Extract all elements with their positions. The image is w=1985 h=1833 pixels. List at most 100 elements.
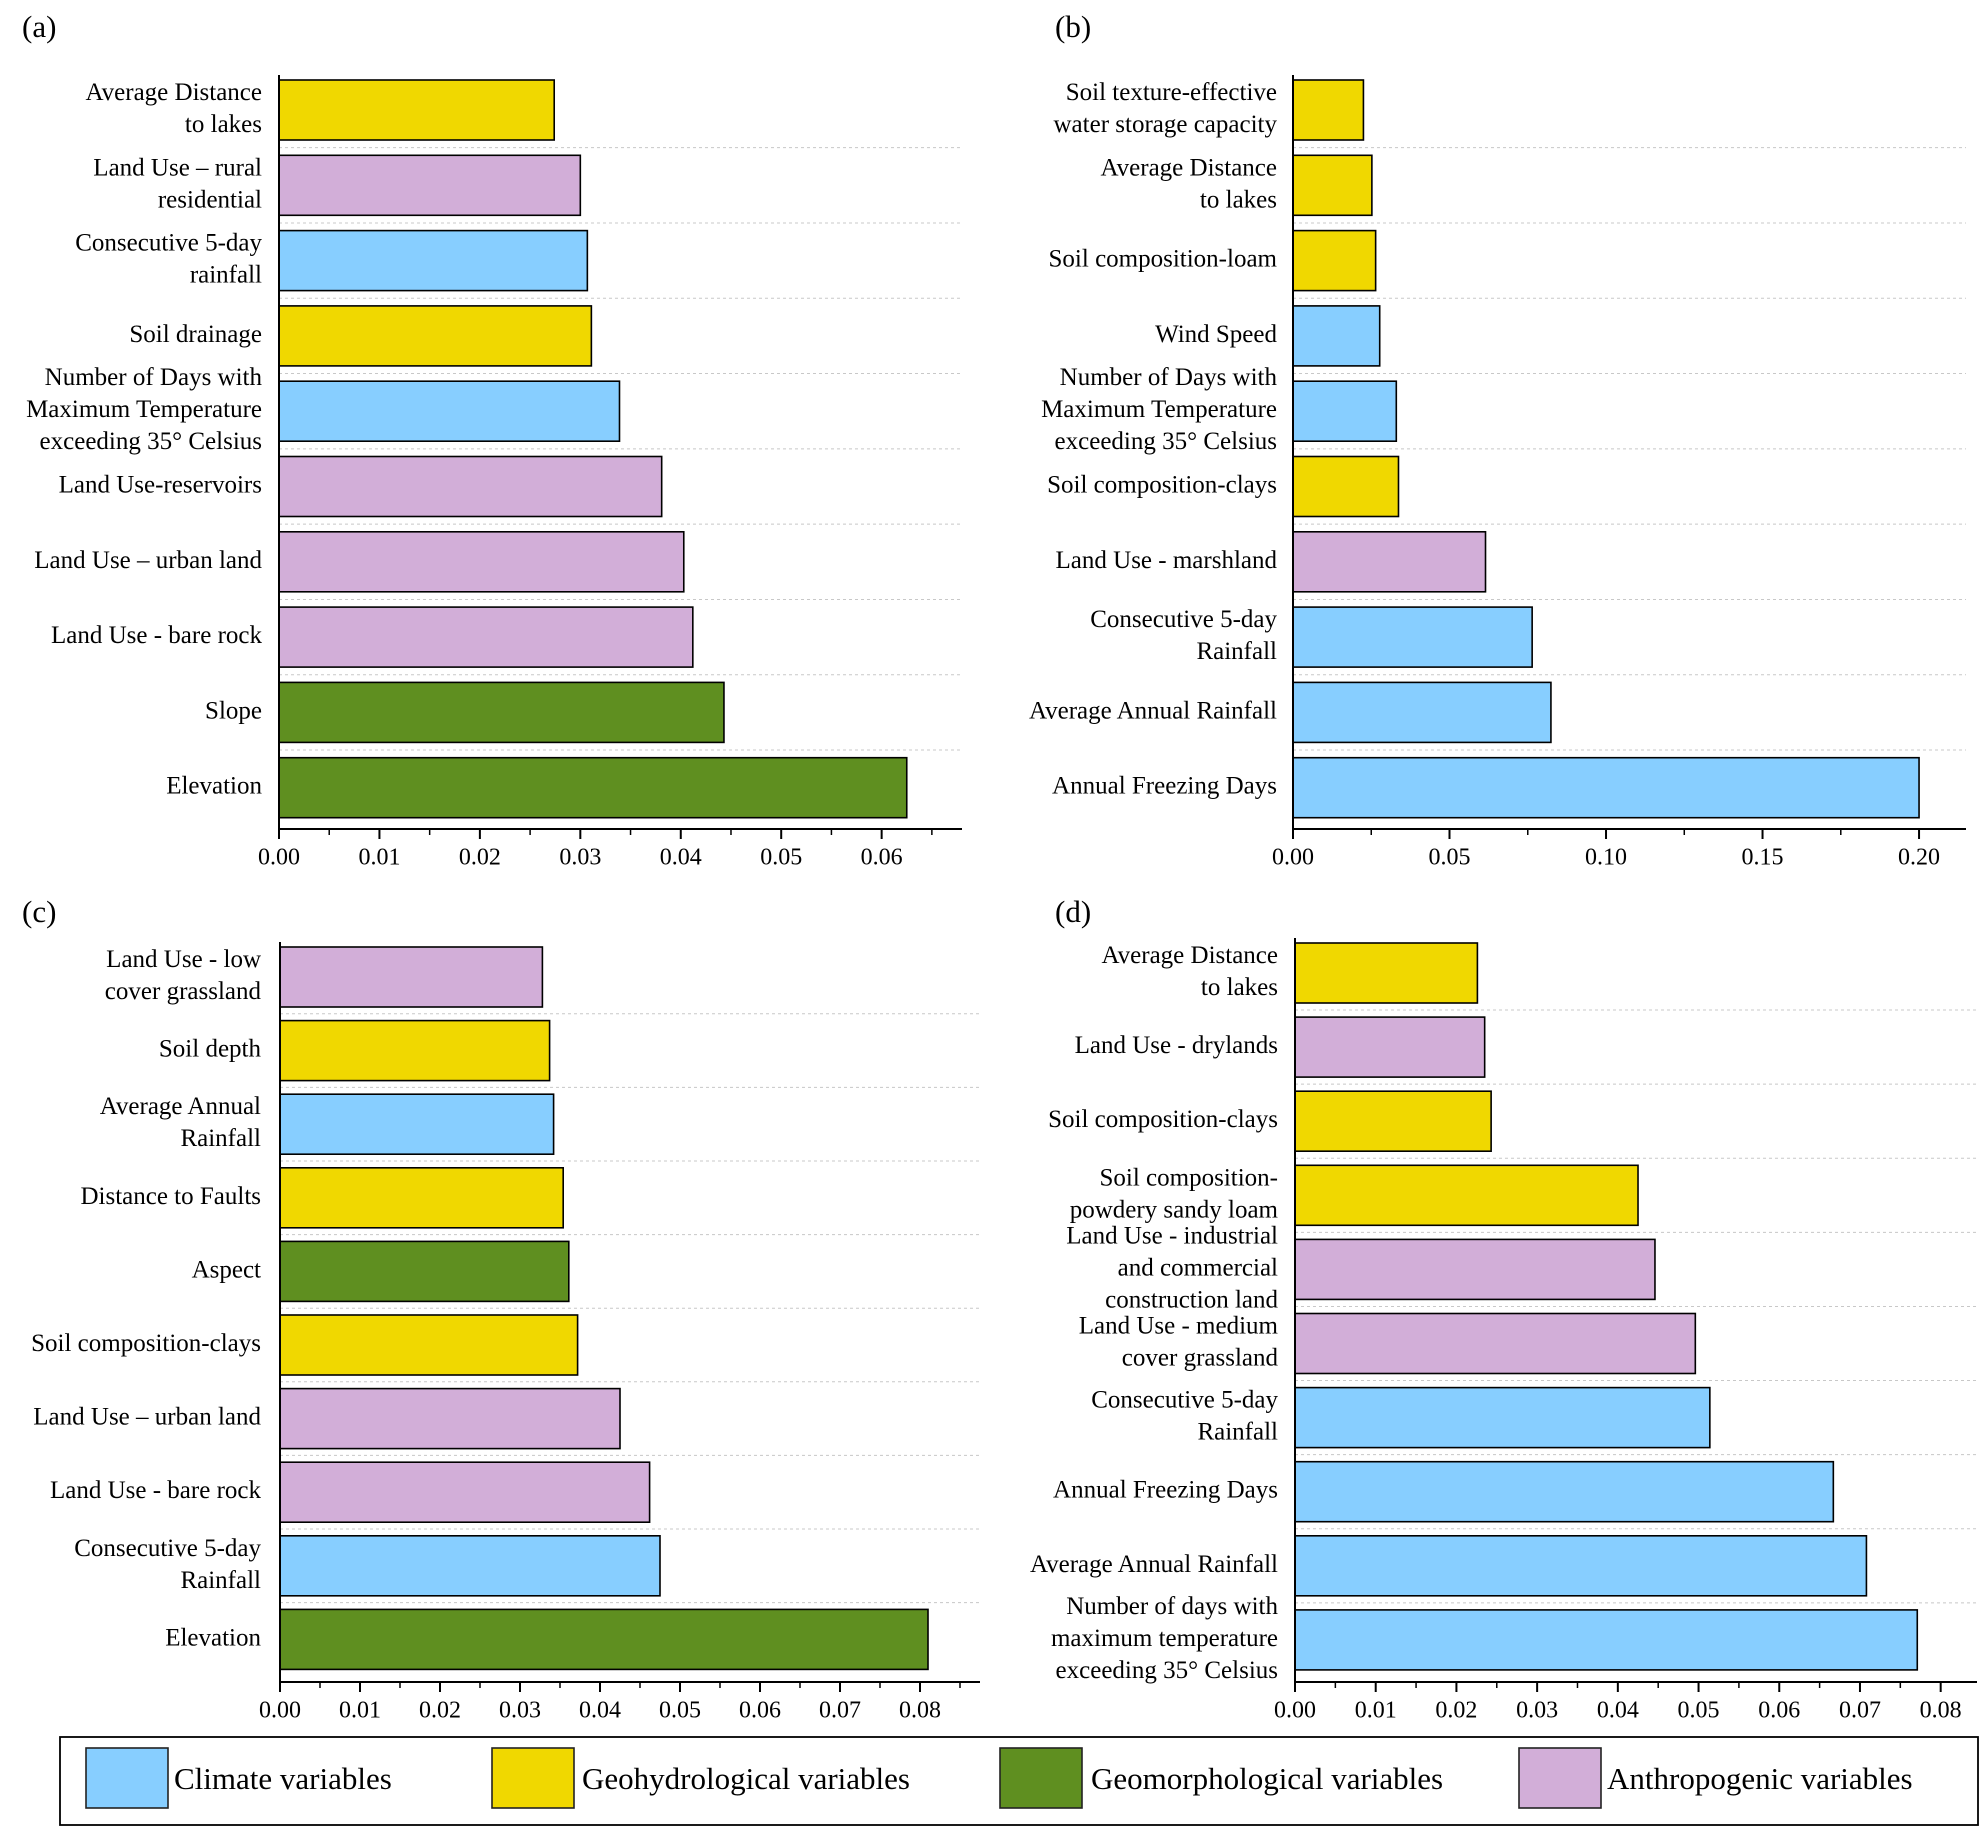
x-tick-label: 0.05 — [1678, 1698, 1720, 1724]
x-tick-label: 0.15 — [1742, 845, 1784, 871]
bar-label: Land Use - medium cover grassland — [1079, 1312, 1279, 1371]
legend-label-climate: Climate variables — [174, 1761, 392, 1796]
bar — [279, 946, 544, 1008]
bar — [1292, 79, 1365, 141]
bar-label: Soil composition-clays — [31, 1330, 261, 1357]
x-tick-label: 0.06 — [861, 845, 903, 871]
bar-label-line: Elevation — [165, 1624, 261, 1651]
x-tick-label: 0.06 — [1758, 1698, 1800, 1724]
bar — [278, 681, 725, 744]
bar-label-line: Soil composition-clays — [1047, 471, 1277, 498]
x-tick-label: 0.06 — [739, 1698, 781, 1724]
bar-label: Number of Days with Maximum Temperature ex… — [1041, 364, 1277, 455]
bar — [1292, 305, 1381, 367]
bar-label: Soil composition-clays — [1048, 1106, 1278, 1133]
bar — [278, 79, 556, 141]
bar — [1292, 756, 1920, 819]
bar-label-line: exceeding 35° Celsius — [1056, 1657, 1278, 1684]
bar-label: Consecutive 5-day Rainfall — [1090, 606, 1277, 665]
bar-label: Elevation — [165, 1624, 261, 1651]
bar-label-line: Average Annual Rainfall — [1030, 1551, 1278, 1578]
bar-label-line: Soil composition-loam — [1049, 245, 1278, 272]
bar-label-line: Soil composition-clays — [1048, 1106, 1278, 1133]
bar-label-line: Number of Days with — [45, 364, 263, 391]
x-tick-label: 0.20 — [1898, 845, 1940, 871]
bar — [279, 1167, 565, 1229]
panel-c-chart: (c) Land Use - low cover grassland Soil dep… — [22, 894, 980, 1724]
x-tick-label: 0.05 — [659, 1698, 701, 1724]
bar-label-line: Distance to Faults — [80, 1183, 261, 1210]
bar — [279, 1240, 570, 1303]
x-tick-label: 0.08 — [899, 1698, 941, 1724]
bar-label: Distance to Faults — [80, 1183, 261, 1210]
legend-label-geomorph: Geomorphological variables — [1091, 1761, 1443, 1796]
bar-label-line: Elevation — [166, 772, 262, 799]
bar-label: Average Distance to lakes — [85, 79, 262, 138]
bar — [1294, 1238, 1656, 1301]
bar — [279, 1093, 555, 1155]
bar-label: Aspect — [192, 1256, 261, 1283]
bar-label-line: Land Use-reservoirs — [59, 471, 262, 498]
bar — [278, 305, 593, 367]
bar-label-line: Wind Speed — [1155, 321, 1277, 348]
bar-label-line: Annual Freezing Days — [1053, 1476, 1278, 1503]
bar-label-line: Rainfall — [1196, 638, 1277, 665]
bar-label: Average Distance to lakes — [1100, 154, 1277, 213]
bar-label-line: Land Use - bare rock — [51, 622, 263, 649]
bar — [1294, 1090, 1492, 1152]
x-tick-label: 0.04 — [1597, 1698, 1639, 1724]
bar-label-line: Land Use - drylands — [1075, 1032, 1278, 1059]
x-tick-label: 0.00 — [1272, 845, 1314, 871]
x-tick-label: 0.03 — [499, 1698, 541, 1724]
bar-label-line: powdery sandy loam — [1070, 1196, 1279, 1223]
panel-a-chart: (a) Average Distance to lakes Land Use – ru… — [22, 9, 962, 871]
bar-label: Soil composition-powdery sandy loam — [1070, 1164, 1279, 1223]
bar — [1294, 1386, 1711, 1449]
bar-label-line: Number of Days with — [1060, 364, 1278, 391]
bar-label-line: Land Use - bare rock — [50, 1477, 262, 1504]
bar-label-line: maximum temperature — [1051, 1625, 1278, 1652]
panel-label: (a) — [22, 9, 56, 44]
bar-label: Land Use - industrial and commercial const… — [1066, 1222, 1278, 1313]
bar — [1294, 1609, 1919, 1671]
x-tick-label: 0.07 — [819, 1698, 861, 1724]
bar-label-line: Aspect — [192, 1256, 261, 1283]
x-tick-label: 0.03 — [559, 845, 601, 871]
bar — [1294, 942, 1479, 1004]
bar — [279, 1314, 579, 1376]
bar-label-line: Land Use - marshland — [1056, 547, 1278, 574]
bar-label-line: Average Distance — [1101, 942, 1278, 969]
bar-label-line: exceeding 35° Celsius — [40, 428, 262, 455]
bar-label-line: Number of days with — [1066, 1593, 1278, 1620]
panel-d-chart: (d) Average Distance to lakes Land Use - dr… — [1030, 894, 1977, 1724]
x-tick-label: 0.01 — [339, 1698, 381, 1724]
panel-label: (d) — [1055, 894, 1091, 929]
bar-label-line: water storage capacity — [1054, 111, 1278, 138]
bar — [1292, 455, 1400, 518]
x-tick-label: 0.05 — [760, 845, 802, 871]
x-tick-label: 0.04 — [579, 1698, 621, 1724]
x-tick-label: 0.02 — [1435, 1698, 1477, 1724]
bar-label-line: Maximum Temperature — [1041, 396, 1277, 423]
bar-label-line: cover grassland — [1122, 1344, 1279, 1371]
x-tick-label: 0.05 — [1429, 845, 1471, 871]
bar-label-line: to lakes — [1200, 186, 1277, 213]
bar — [1294, 1016, 1486, 1078]
bar-label-line: Land Use - low — [106, 946, 261, 973]
bar — [1292, 380, 1398, 443]
x-tick-label: 0.00 — [1274, 1698, 1316, 1724]
bar-label-line: construction land — [1105, 1286, 1278, 1313]
bar-label: Annual Freezing Days — [1053, 1476, 1278, 1503]
bar-label-line: Soil composition-clays — [31, 1330, 261, 1357]
legend-label-geohydro: Geohydrological variables — [582, 1761, 910, 1796]
bar-label-line: and commercial — [1118, 1254, 1278, 1281]
x-tick-label: 0.01 — [358, 845, 400, 871]
bar-label-line: Land Use – urban land — [34, 547, 262, 574]
bar — [278, 154, 582, 217]
bar — [278, 530, 685, 593]
bar — [278, 380, 621, 443]
bar-label-line: Soil depth — [159, 1035, 262, 1062]
bar-label-line: Slope — [205, 697, 262, 724]
bar-label-line: Consecutive 5-day — [74, 1535, 261, 1562]
bar-label: Number of days with maximum temperature ex… — [1051, 1593, 1279, 1684]
